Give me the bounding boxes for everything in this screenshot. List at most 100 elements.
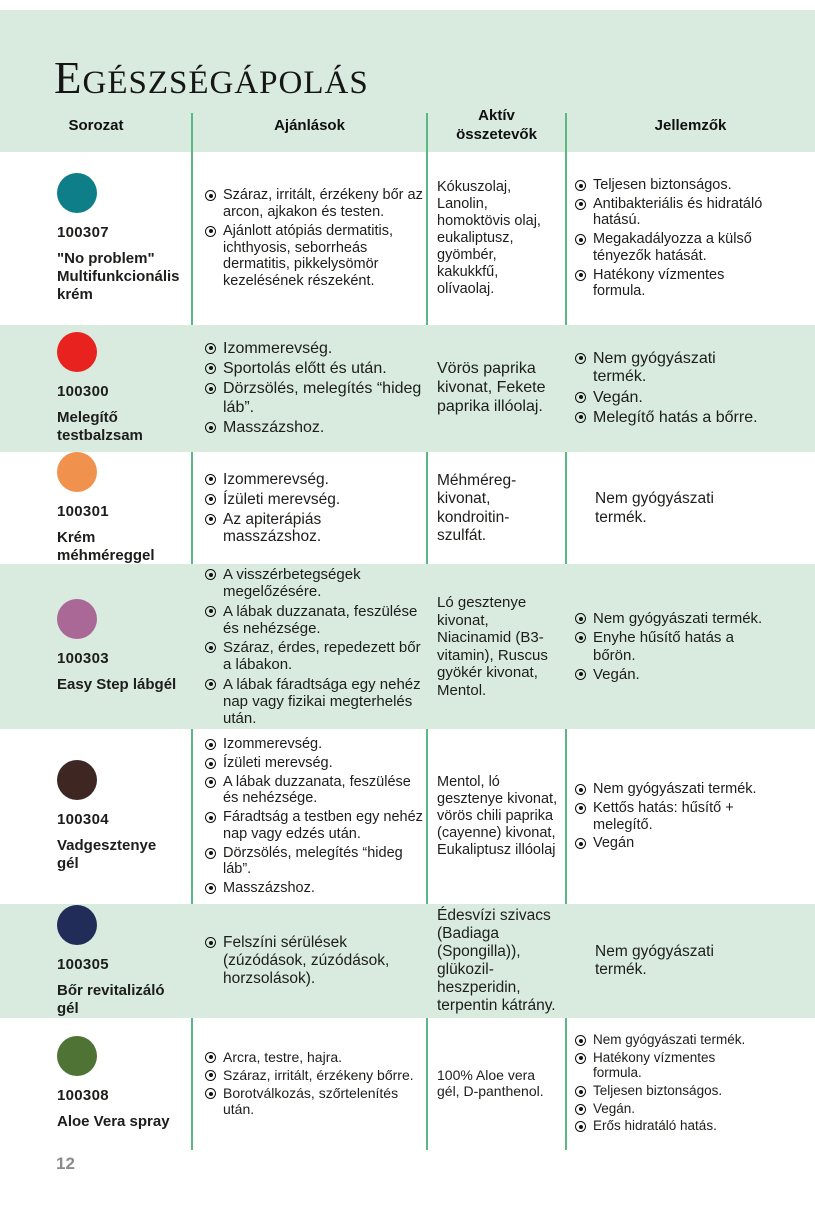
ingredients-text: Kókuszolaj, Lanolin, homoktövis olaj, eu… xyxy=(437,179,541,297)
recommendation-text: Száraz, irritált, érzékeny bőr az arcon,… xyxy=(223,187,423,221)
bullet-icon xyxy=(205,225,216,237)
features-cell: Nem gyógyászati termék. xyxy=(566,452,815,565)
product-name: Vadgesztenye gél xyxy=(57,837,157,872)
feature-item: Hatékony vízmentes formula. xyxy=(575,1050,767,1081)
recommendation-item: Ajánlott atópiás dermatitis, ichthyosis,… xyxy=(205,223,423,290)
bullet-icon xyxy=(205,513,216,525)
header-band xyxy=(0,10,815,152)
bullet-icon xyxy=(205,342,216,354)
product-cell: 100303 Easy Step lábgél xyxy=(0,564,192,729)
feature-text: Vegán. xyxy=(593,388,643,406)
bullet-icon xyxy=(205,937,216,949)
recommendation-text: Száraz, irritált, érzékeny bőrre. xyxy=(223,1066,414,1083)
feature-text: Erős hidratáló hatás. xyxy=(593,1118,717,1134)
feature-item: Melegítő hatás a bőrre. xyxy=(575,409,767,427)
page-title: Egészségápolás xyxy=(54,53,369,103)
bullet-icon xyxy=(575,613,586,625)
bullet-icon xyxy=(575,632,586,644)
bullet-icon xyxy=(205,569,216,580)
feature-item: Hatékony vízmentes formula. xyxy=(575,267,767,300)
recommendation-text: A lábak duzzanata, feszülése és nehézség… xyxy=(223,773,411,807)
features-list: Teljesen biztonságos. Antibakteriális és … xyxy=(575,175,767,302)
bullet-icon xyxy=(575,234,586,246)
features-cell: Nem gyógyászati termék. Kettős hatás: hűs… xyxy=(566,729,815,904)
recommendation-item: Száraz, irritált, érzékeny bőrre. xyxy=(205,1067,423,1083)
feature-text: Nem gyógyászati termék. xyxy=(593,610,763,628)
product-color-dot xyxy=(57,1035,97,1076)
feature-item: Nem gyógyászati termék. xyxy=(575,781,767,798)
product-cell: 100300 Melegítő testbalzsam xyxy=(0,325,192,452)
bullet-icon xyxy=(575,1052,586,1064)
recommendation-item: Arcra, testre, hajra. xyxy=(205,1049,423,1065)
recommendations-list: A visszérbetegségek megelőzésére. A lábak… xyxy=(205,564,423,729)
recommendations-list: Száraz, irritált, érzékeny bőr az arcon,… xyxy=(205,185,423,291)
recommendation-item: Felszíni sérülések (zúzódások, zúzódások… xyxy=(205,934,423,987)
bullet-icon xyxy=(205,847,216,859)
table-row: 100300 Melegítő testbalzsam Izommerevség. S… xyxy=(0,325,815,452)
recommendation-text: Ajánlott atópiás dermatitis, ichthyosis,… xyxy=(223,222,394,289)
recommendation-text: Izommerevség. xyxy=(223,470,329,488)
recommendation-item: Dörzsölés, melegítés “hideg láb”. xyxy=(205,380,423,417)
product-name: Easy Step lábgél xyxy=(57,676,177,694)
recommendation-text: Dörzsölés, melegítés “hideg láb”. xyxy=(223,380,422,416)
feature-item: Vegán. xyxy=(575,389,767,407)
bullet-icon xyxy=(575,784,586,796)
recommendations-list: Izommerevség. Ízületi merevség. Az apiterá… xyxy=(205,469,423,548)
product-color-dot xyxy=(57,599,97,640)
feature-item: Kettős hatás: hűsítő + melegítő. xyxy=(575,800,767,833)
feature-item: Teljesen biztonságos. xyxy=(575,177,767,194)
ingredients-text: Ló gesztenye kivonat, Niacinamid (B3-vit… xyxy=(437,593,548,699)
feature-item: Teljesen biztonságos. xyxy=(575,1083,767,1099)
recommendation-text: Száraz, érdes, repedezett bőr a lábakon. xyxy=(223,639,421,674)
recommendation-text: Borotválkozás, szőrtelenítés után. xyxy=(223,1085,399,1118)
recommendations-list: Felszíni sérülések (zúzódások, zúzódások… xyxy=(205,932,423,989)
feature-item: Antibakteriális és hidratáló hatású. xyxy=(575,196,767,229)
features-list: Nem gyógyászati termék. Kettős hatás: hűs… xyxy=(575,779,767,854)
column-header-aktiv-osszetevok-label: Aktív összetevők xyxy=(456,107,537,143)
column-header-jellemzok: Jellemzők xyxy=(654,116,727,134)
bullet-icon xyxy=(205,422,216,434)
recommendation-text: Fáradtság a testben egy nehéz nap vagy e… xyxy=(223,809,423,842)
recommendation-item: Borotválkozás, szőrtelenítés után. xyxy=(205,1085,423,1117)
recommendation-text: Sportolás előtt és után. xyxy=(223,359,387,377)
ingredients-text: 100% Aloe vera gél, D-panthenol. xyxy=(437,1066,544,1099)
recommendation-text: Dörzsölés, melegítés “hideg láb”. xyxy=(223,844,403,878)
table-row: 100301 Krém méhméreggel Izommerevség. Ízüle… xyxy=(0,452,815,564)
recommendation-item: A lábak fáradtsága egy nehéz nap vagy fi… xyxy=(205,676,423,728)
product-color-dot xyxy=(57,452,97,492)
feature-text: Antibakteriális és hidratáló hatású. xyxy=(593,195,763,229)
bullet-icon xyxy=(575,391,586,403)
product-name: Bőr revitalizáló gél xyxy=(57,981,165,1017)
ingredients-text: Mentol, ló gesztenye kivonat, vörös chil… xyxy=(437,774,558,858)
ingredients-text: Méhméreg-kivonat, kondroitin-szulfát. xyxy=(437,472,517,544)
features-list: Nem gyógyászati termék. Vegán. Melegítő ha… xyxy=(575,348,767,430)
features-cell: Nem gyógyászati termék. xyxy=(566,904,815,1018)
bullet-icon xyxy=(575,180,586,192)
features-cell: Nem gyógyászati termék. Vegán. Melegítő ha… xyxy=(566,325,815,452)
bullet-icon xyxy=(205,383,216,395)
bullet-icon xyxy=(575,838,586,850)
table-row: 100304 Vadgesztenye gél Izommerevség. Ízüle… xyxy=(0,729,815,904)
table-row: 100305 Bőr revitalizáló gél Felszíni sérül… xyxy=(0,904,815,1018)
bullet-icon xyxy=(575,1103,586,1115)
feature-text: Megakadályozza a külső tényezők hatását. xyxy=(593,231,752,264)
recommendation-item: Száraz, érdes, repedezett bőr a lábakon. xyxy=(205,639,423,674)
product-name: "No problem" Multifunkcionális krém xyxy=(57,250,180,303)
features-cell: Teljesen biztonságos. Antibakteriális és … xyxy=(566,152,815,325)
product-name: Aloe Vera spray xyxy=(57,1112,170,1130)
feature-text: Nem gyógyászati termék. xyxy=(595,942,714,978)
ingredients-cell: 100% Aloe vera gél, D-panthenol. xyxy=(427,1018,566,1148)
product-color-dot xyxy=(57,904,97,945)
recommendation-item: Ízületi merevség. xyxy=(205,491,423,509)
product-code: 100308 xyxy=(57,1086,109,1104)
features-list: Nem gyógyászati termék. Hatékony vízmente… xyxy=(575,1030,767,1135)
ingredients-cell: Ló gesztenye kivonat, Niacinamid (B3-vit… xyxy=(427,564,566,729)
feature-text: Enyhe hűsítő hatás a bőrön. xyxy=(593,629,734,664)
feature-text: Hatékony vízmentes formula. xyxy=(593,266,725,300)
feature-text: Nem gyógyászati termék. xyxy=(593,349,716,386)
ingredients-text: Vörös paprika kivonat, Fekete paprika il… xyxy=(437,360,546,415)
product-code: 100300 xyxy=(57,383,109,400)
bullet-icon xyxy=(205,642,216,653)
recommendation-item: Az apiterápiás masszázshoz. xyxy=(205,511,423,547)
